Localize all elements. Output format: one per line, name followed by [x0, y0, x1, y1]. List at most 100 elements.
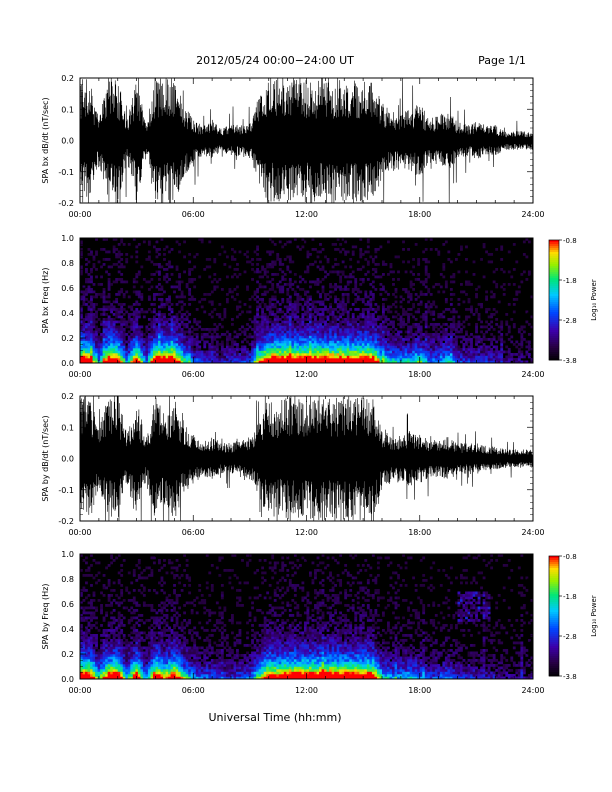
spectrogram-cell	[178, 275, 181, 279]
spectrogram-cell	[314, 353, 317, 356]
spectrogram-cell	[404, 358, 408, 361]
spectrogram-cell	[487, 353, 491, 356]
spectrogram-cell	[155, 320, 159, 324]
spectrogram-cell	[465, 283, 468, 286]
spectrogram-cell	[376, 358, 380, 361]
spectrogram-cell	[140, 355, 144, 359]
spectrogram-cell	[392, 270, 395, 274]
spectrogram-cell	[266, 250, 270, 254]
spectrogram-cell	[364, 353, 368, 356]
spectrogram-cell	[105, 669, 108, 672]
spectrogram-cell	[394, 360, 398, 364]
spectrogram-cell	[356, 338, 360, 341]
spectrogram-cell	[130, 313, 134, 316]
y-tick-label: -0.2	[58, 517, 74, 526]
spectrogram-cell	[319, 338, 322, 341]
spectrogram-cell	[439, 348, 443, 351]
spectrogram-cell	[326, 340, 330, 344]
spectrogram-cell	[281, 290, 285, 294]
spectrogram-cell	[110, 649, 114, 652]
spectrogram-cell	[429, 358, 433, 361]
spectrogram-cell	[490, 360, 494, 364]
spectrogram-cell	[454, 330, 458, 334]
spectrogram-cell	[112, 654, 116, 657]
spectrogram-cell	[276, 310, 280, 314]
spectrogram-cell	[462, 325, 466, 329]
spectrogram-cell	[258, 328, 262, 331]
spectrogram-cell	[407, 335, 410, 339]
spectrogram-cell	[87, 280, 91, 284]
spectrogram-cell	[115, 646, 119, 650]
spectrogram-cell	[379, 350, 383, 354]
spectrogram-cell	[326, 258, 330, 261]
spectrogram-cell	[107, 636, 111, 640]
spectrogram-cell	[125, 348, 129, 351]
spectrogram-cell	[454, 355, 458, 359]
spectrogram-cell	[253, 355, 257, 359]
spectrogram-cell	[110, 589, 114, 592]
spectrogram-cell	[502, 293, 506, 296]
spectrogram-cell	[329, 285, 332, 289]
spectrogram-cell	[236, 335, 239, 339]
spectrogram-cell	[490, 260, 494, 264]
spectrogram-cell	[278, 345, 282, 349]
spectrogram-cell	[356, 355, 360, 359]
spectrogram-cell	[152, 358, 156, 361]
spectrogram-cell	[467, 353, 471, 356]
spectrogram-cell	[366, 263, 370, 266]
spectrogram-cell	[263, 343, 267, 346]
spectrogram-cell	[324, 355, 327, 359]
spectrogram-cell	[127, 644, 131, 647]
spectrogram-cell	[82, 666, 86, 670]
spectrogram-cell	[336, 333, 340, 336]
colorbar-segment	[549, 284, 559, 287]
spectrogram-cell	[130, 335, 134, 339]
spectrogram-cell	[341, 355, 345, 359]
spectrogram-cell	[236, 308, 239, 311]
spectrogram-cell	[389, 353, 393, 356]
spectrogram-cell	[223, 313, 227, 316]
spectrogram-cell	[281, 285, 285, 289]
spectrogram-cell	[100, 295, 103, 299]
spectrogram-cell	[127, 634, 131, 637]
spectrogram-cell	[495, 348, 499, 351]
spectrogram-cell	[480, 358, 483, 361]
spectrogram-cell	[110, 350, 114, 354]
spectrogram-cell	[97, 659, 101, 662]
spectrogram-cell	[462, 320, 466, 324]
spectrogram-cell	[309, 315, 312, 319]
spectrogram-cell	[278, 340, 282, 344]
spectrogram-cell	[276, 355, 280, 359]
spectrogram-cell	[341, 270, 345, 274]
spectrogram-cell	[359, 328, 363, 331]
spectrogram-cell	[85, 581, 88, 585]
spectrogram-cell	[135, 290, 139, 294]
spectrogram-cell	[231, 340, 234, 344]
spectrogram-cell	[331, 333, 335, 336]
spectrogram-cell	[316, 300, 320, 304]
colorbar-segment	[549, 342, 559, 345]
spectrogram-cell	[434, 330, 438, 334]
spectrogram-cell	[309, 325, 312, 329]
spectrogram-cell	[85, 328, 88, 331]
spectrogram-cell	[95, 669, 98, 672]
spectrogram-cell	[293, 293, 297, 296]
spectrogram-cell	[95, 664, 98, 667]
spectrogram-cell	[263, 340, 267, 344]
spectrogram-cell	[266, 315, 270, 319]
spectrogram-cell	[500, 268, 504, 271]
spectrogram-cell	[225, 335, 229, 339]
spectrogram-cell	[374, 355, 378, 359]
spectrogram-cell	[188, 345, 192, 349]
spectrogram-cell	[500, 350, 504, 354]
spectrogram-cell	[336, 338, 340, 341]
spectrogram-cell	[188, 355, 192, 359]
spectrogram-cell	[467, 308, 471, 311]
spectrogram-cell	[301, 318, 305, 321]
spectrogram-cell	[384, 358, 388, 361]
spectrogram-cell	[85, 596, 88, 600]
spectrogram-cell	[392, 293, 395, 296]
spectrogram-cell	[173, 338, 176, 341]
spectrogram-cell	[105, 270, 108, 274]
spectrogram-cell	[497, 325, 501, 329]
